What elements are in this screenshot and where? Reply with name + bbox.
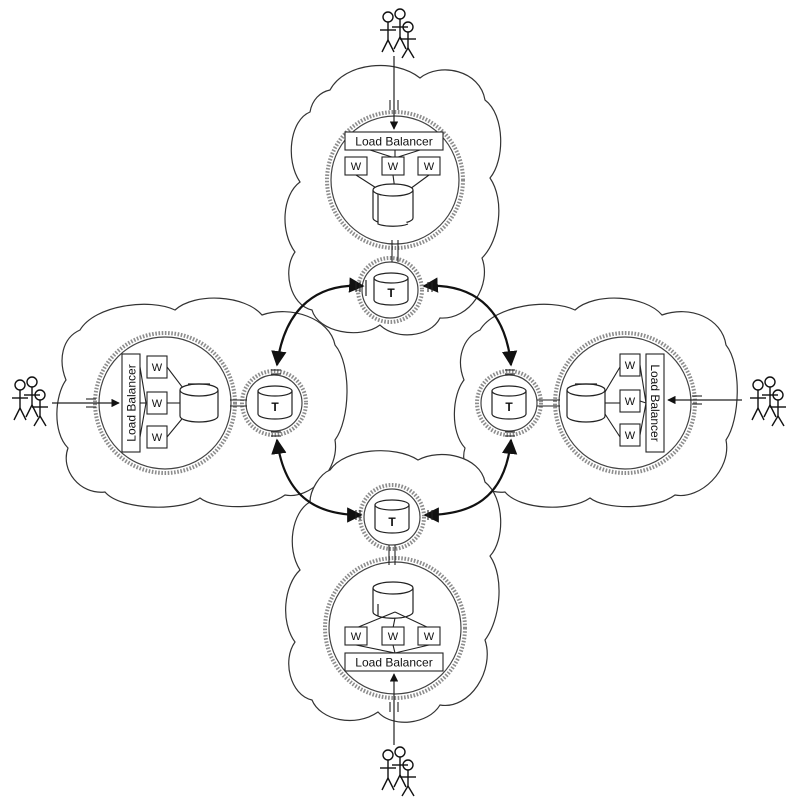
load-balancer-right-label: Load Balancer [648, 364, 662, 441]
replication-links [271, 277, 518, 523]
datacenter-bottom: W W W Load Balancer [344, 581, 444, 672]
datacenter-left: Load Balancer W W W [121, 353, 219, 453]
load-balancer-bottom-label: Load Balancer [355, 656, 432, 670]
user-group-icon [380, 746, 416, 797]
database-icon [372, 183, 414, 227]
transaction-db-top: T [365, 272, 409, 306]
transaction-db-left-label: T [271, 400, 279, 414]
link-right-bottom [423, 438, 518, 523]
transaction-db-right-label: T [505, 400, 513, 414]
worker-label: W [388, 631, 399, 643]
link-top-left [271, 277, 365, 367]
transaction-db-bottom: T [374, 499, 410, 534]
user-arrow-top [389, 56, 399, 130]
datacenter-top: Load Balancer W W W [344, 131, 444, 227]
worker-label: W [152, 432, 163, 444]
worker-label: W [424, 161, 435, 173]
worker-label: W [351, 161, 362, 173]
database-icon [179, 383, 219, 423]
pipe-bottom [388, 545, 396, 565]
worker-label: W [424, 631, 435, 643]
transaction-db-bottom-label: T [388, 515, 396, 529]
pipe-right [537, 399, 560, 407]
transaction-db-left: T [257, 385, 293, 420]
worker-label: W [625, 360, 636, 372]
link-top-right [422, 277, 518, 367]
user-group-icon [750, 376, 786, 427]
transaction-db-top-label: T [387, 286, 395, 300]
user-group-icon [380, 8, 416, 59]
worker-label: W [152, 398, 163, 410]
worker-label: W [152, 362, 163, 374]
load-balancer-top [344, 131, 444, 151]
load-balancer-bottom [344, 652, 444, 672]
pipe-left [230, 399, 247, 407]
user-arrow-left [52, 398, 120, 408]
worker-label: W [351, 631, 362, 643]
load-balancer-left-label: Load Balancer [125, 364, 139, 441]
link-left-bottom [271, 438, 363, 523]
load-balancer-top-label: Load Balancer [355, 135, 432, 149]
datacenter-right: W W W Load Balancer [566, 353, 665, 453]
load-balancer-right [645, 353, 665, 453]
user-group-icon [12, 376, 48, 427]
database-icon [566, 383, 606, 423]
transaction-db-right: T [491, 385, 527, 420]
user-arrow-bottom [389, 673, 399, 745]
worker-label: W [625, 430, 636, 442]
worker-label: W [625, 396, 636, 408]
user-arrow-right [667, 395, 742, 405]
worker-label: W [388, 161, 399, 173]
pipe-top [391, 240, 399, 262]
